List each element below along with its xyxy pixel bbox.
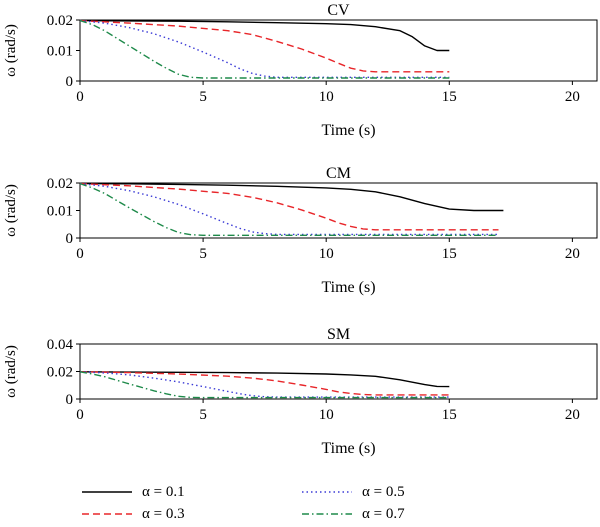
y-tick-label: 0.02	[47, 365, 73, 381]
chart-panel: CV 0 5 10 15 20 0 0.01 0.02 ω (rad/s) Time (s)	[3, 2, 598, 139]
x-tick-label: 0	[76, 407, 84, 423]
x-tick-label: 15	[442, 246, 457, 262]
x-tick-label: 10	[319, 246, 334, 262]
x-tick-label: 20	[565, 89, 580, 105]
x-tick-label: 15	[442, 89, 457, 105]
legend-item: α = 0.5	[300, 482, 405, 502]
chart-panel: CM 0 5 10 15 20 0 0.01 0.02 ω (rad/s) Time (s)	[3, 165, 598, 296]
y-tick-label: 0.01	[47, 204, 73, 220]
series-line	[79, 371, 450, 399]
plot-frame	[79, 343, 598, 400]
legend-label: α = 0.5	[362, 483, 405, 500]
legend: α = 0.1 α = 0.3 α = 0.5 α = 0.7	[80, 482, 520, 522]
legend-item: α = 0.7	[300, 504, 405, 524]
legend-swatch	[302, 513, 352, 515]
chart-title: CV	[327, 2, 350, 19]
x-tick-label: 20	[565, 407, 580, 423]
x-tick-label: 5	[199, 89, 207, 105]
legend-item: α = 0.3	[80, 504, 185, 524]
series-line	[79, 19, 450, 79]
legend-swatch	[82, 513, 132, 515]
x-axis-label: Time (s)	[321, 122, 375, 139]
x-tick-label: 10	[319, 89, 334, 105]
series-line	[79, 182, 499, 237]
chart-panel: SM 0 5 10 15 20 0 0.02 0.04 ω (rad/s) Time (s)	[3, 326, 598, 457]
legend-swatch	[82, 491, 132, 493]
x-tick-label: 15	[442, 407, 457, 423]
x-tick-label: 0	[76, 89, 84, 105]
series-line	[79, 182, 499, 236]
plot-frame	[79, 19, 598, 82]
y-tick-label: 0	[66, 392, 74, 408]
x-tick-label: 5	[199, 246, 207, 262]
plot-frame	[79, 182, 598, 239]
y-axis-label: ω (rad/s)	[3, 345, 19, 398]
x-axis-label: Time (s)	[321, 440, 375, 457]
y-tick-label: 0	[66, 74, 74, 90]
x-tick-label: 10	[319, 407, 334, 423]
y-axis-label: ω (rad/s)	[3, 24, 19, 77]
y-tick-label: 0.01	[47, 44, 73, 60]
legend-swatch	[302, 491, 352, 493]
y-tick-label: 0	[66, 231, 74, 247]
legend-label: α = 0.7	[362, 505, 405, 522]
series-line	[79, 19, 450, 52]
series-line	[79, 19, 450, 73]
x-axis-label: Time (s)	[321, 279, 375, 296]
chart-title: SM	[327, 326, 350, 343]
figure: CV 0 5 10 15 20 0 0.01 0.02 ω (rad/s) Time (s) CM 0 5…	[3, 2, 598, 457]
y-tick-label: 0.04	[47, 337, 74, 353]
series-line	[79, 371, 450, 388]
y-axis-label: ω (rad/s)	[3, 184, 19, 237]
series-line	[79, 182, 504, 212]
x-tick-label: 0	[76, 246, 84, 262]
y-tick-label: 0.02	[47, 176, 73, 192]
x-tick-label: 20	[565, 246, 580, 262]
series-line	[79, 371, 450, 398]
series-line	[79, 371, 450, 396]
legend-item: α = 0.1	[80, 482, 185, 502]
legend-label: α = 0.3	[142, 505, 185, 522]
series-line	[79, 182, 499, 231]
x-tick-label: 5	[199, 407, 207, 423]
chart-title: CM	[326, 165, 351, 182]
legend-label: α = 0.1	[142, 483, 185, 500]
y-tick-label: 0.02	[47, 13, 73, 29]
